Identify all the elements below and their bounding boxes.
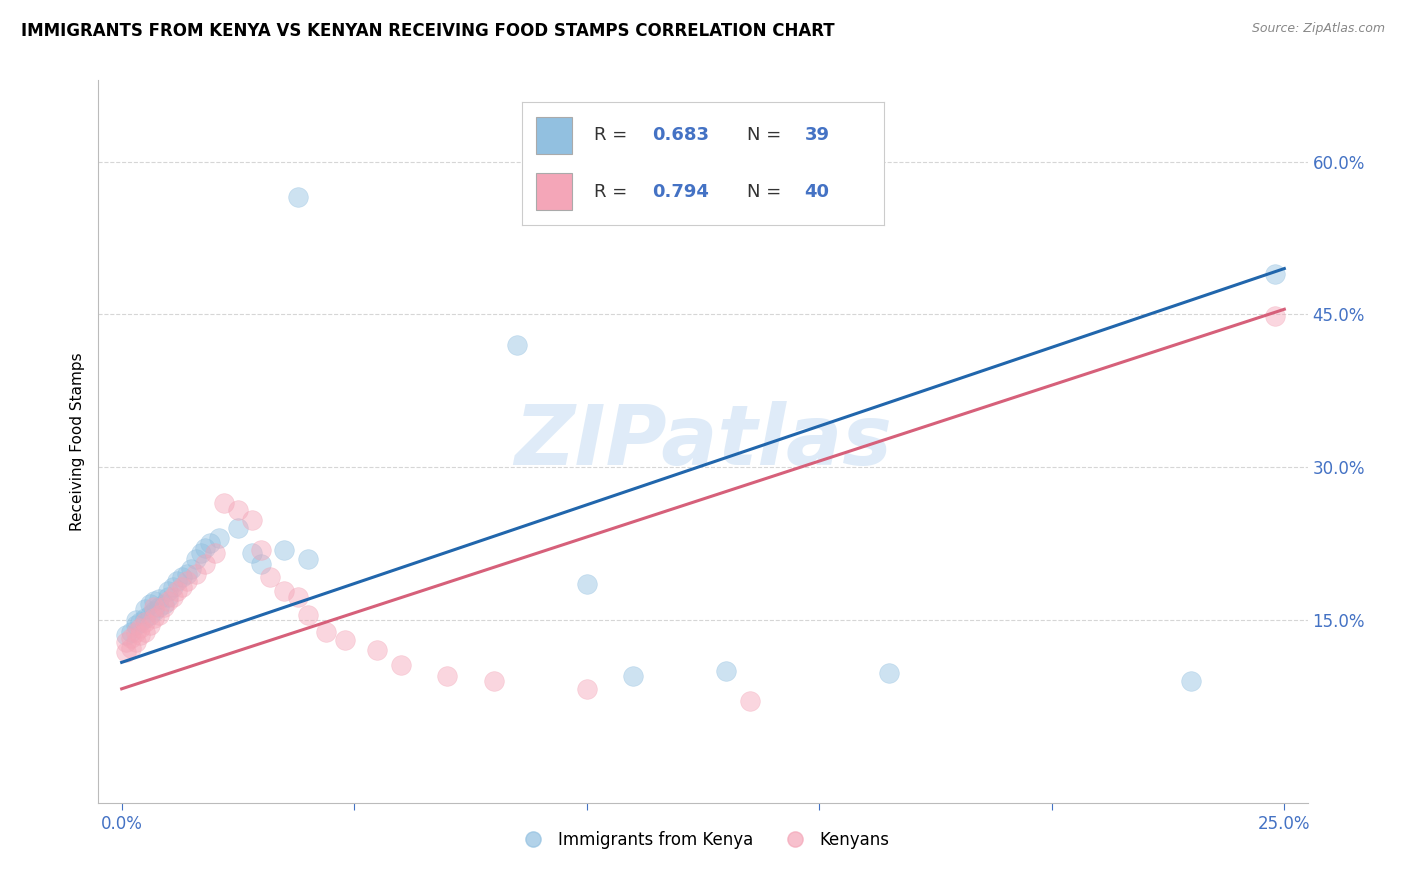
Point (157, 594, 180, 608)
Point (389, 658, 412, 673)
Point (124, 624, 146, 639)
Point (226, 502, 249, 516)
Point (124, 617, 146, 632)
Point (273, 543, 295, 558)
Point (436, 668, 458, 682)
Point (198, 536, 221, 550)
Point (148, 600, 170, 615)
Point (134, 610, 156, 624)
Point (333, 632, 356, 647)
Point (1180, 673, 1202, 688)
Point (148, 607, 170, 622)
Point (226, 521, 249, 535)
Point (482, 673, 505, 688)
Point (166, 574, 188, 588)
Point (194, 557, 217, 571)
Point (877, 665, 900, 680)
Point (138, 607, 160, 622)
Text: ZIPatlas: ZIPatlas (515, 401, 891, 482)
Point (184, 551, 207, 566)
Point (157, 591, 180, 605)
Y-axis label: Receiving Food Stamps: Receiving Food Stamps (69, 352, 84, 531)
Point (176, 574, 198, 588)
Point (575, 577, 598, 591)
Point (115, 645, 138, 659)
Point (148, 592, 170, 607)
Point (575, 681, 598, 696)
Point (143, 594, 166, 608)
Point (250, 543, 273, 558)
Point (134, 615, 156, 629)
Point (115, 628, 138, 642)
Point (1264, 267, 1286, 281)
Point (190, 546, 212, 560)
Point (115, 635, 138, 649)
Point (184, 566, 207, 581)
Point (129, 621, 152, 635)
Point (287, 190, 309, 204)
Point (172, 580, 194, 594)
Point (287, 591, 309, 605)
Point (120, 631, 142, 645)
Point (208, 531, 231, 545)
Point (120, 641, 142, 656)
Point (138, 598, 160, 612)
Legend: Immigrants from Kenya, Kenyans: Immigrants from Kenya, Kenyans (509, 824, 897, 856)
Point (1264, 310, 1286, 324)
Point (621, 668, 644, 682)
Text: IMMIGRANTS FROM KENYA VS KENYAN RECEIVING FOOD STAMPS CORRELATION CHART: IMMIGRANTS FROM KENYA VS KENYAN RECEIVIN… (21, 22, 835, 40)
Point (143, 610, 166, 624)
Point (152, 600, 174, 615)
Point (194, 541, 217, 556)
Point (172, 570, 194, 584)
Point (240, 513, 263, 527)
Point (162, 591, 184, 605)
Point (124, 635, 146, 649)
Point (129, 628, 152, 642)
Point (297, 607, 319, 622)
Point (259, 570, 281, 584)
Point (250, 557, 273, 571)
Point (124, 613, 146, 627)
Text: Source: ZipAtlas.com: Source: ZipAtlas.com (1251, 22, 1385, 36)
Point (240, 546, 263, 560)
Point (315, 624, 337, 639)
Point (162, 580, 184, 594)
Point (176, 566, 198, 581)
Point (143, 600, 166, 615)
Point (180, 562, 202, 576)
Point (297, 551, 319, 566)
Point (120, 624, 142, 639)
Point (152, 598, 174, 612)
Point (134, 602, 156, 616)
Point (366, 643, 388, 657)
Point (204, 546, 226, 560)
Point (212, 495, 235, 509)
Point (738, 694, 761, 708)
Point (506, 338, 529, 352)
Point (134, 624, 156, 639)
Point (138, 617, 160, 632)
Point (129, 615, 152, 629)
Point (157, 584, 180, 599)
Point (716, 664, 738, 678)
Point (166, 584, 188, 599)
Point (143, 605, 166, 619)
Point (273, 584, 295, 599)
